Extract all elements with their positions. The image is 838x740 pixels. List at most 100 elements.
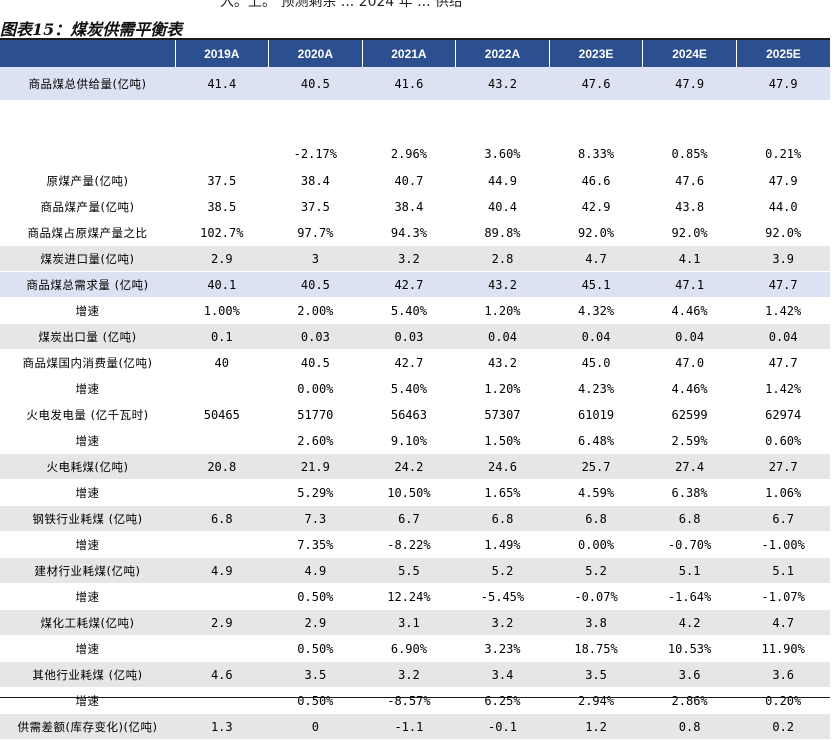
value-cell: 1.00% <box>175 297 269 324</box>
row-label: 商品煤占原煤产量之比 <box>0 219 175 246</box>
row-label: 增速 <box>0 427 175 454</box>
value-cell: 40.5 <box>268 67 363 101</box>
value-cell: 21.9 <box>268 453 363 480</box>
value-cell: 5.2 <box>549 557 643 584</box>
value-cell: 3.5 <box>268 661 363 688</box>
value-cell: 0.00% <box>268 375 363 402</box>
value-cell: -0.07% <box>549 583 643 610</box>
value-cell: 2.60% <box>268 427 363 454</box>
value-cell: 45.1 <box>549 271 643 298</box>
header-cell: 2021A <box>362 40 457 67</box>
row-label: 原煤产量(亿吨) <box>0 167 175 194</box>
row-label: 增速 <box>0 375 175 402</box>
value-cell <box>175 687 269 714</box>
row-label: 钢铁行业耗煤 (亿吨) <box>0 505 175 532</box>
value-cell: 1.20% <box>455 297 550 324</box>
value-cell: 40.5 <box>268 349 363 376</box>
value-cell: 4.9 <box>175 557 269 584</box>
value-cell: 5.1 <box>736 557 830 584</box>
value-cell: 44.9 <box>455 167 550 194</box>
title-divider <box>0 38 830 40</box>
row-label: 建材行业耗煤(亿吨) <box>0 557 175 584</box>
value-cell: 1.3 <box>175 713 269 740</box>
row-label: 煤炭出口量 (亿吨) <box>0 323 175 350</box>
value-cell: 0.04 <box>642 323 737 350</box>
table-row: 其他行业耗煤 (亿吨) 4.6 3.5 3.2 3.4 3.5 3.6 3.6 <box>0 661 830 688</box>
value-cell: -8.57% <box>362 687 456 714</box>
value-cell: 25.7 <box>549 453 643 480</box>
value-cell: 12.24% <box>362 583 456 610</box>
value-cell: 3.6 <box>736 661 830 688</box>
value-cell: 43.2 <box>455 271 550 298</box>
value-cell: 40.4 <box>455 193 550 220</box>
value-cell: 4.9 <box>268 557 363 584</box>
table-row: 增速 1.00% 2.00% 5.40% 1.20% 4.32% 4.46% 1.42% <box>0 297 830 324</box>
table-row: 增速 2.60% 9.10% 1.50% 6.48% 2.59% 0.60% <box>0 427 830 454</box>
value-cell: 57307 <box>455 401 550 428</box>
value-cell: 6.7 <box>736 505 830 532</box>
table-row: 增速 7.35% -8.22% 1.49% 0.00% -0.70% -1.00% <box>0 531 830 558</box>
value-cell: 3.8 <box>549 609 643 636</box>
value-cell: 0.04 <box>736 323 830 350</box>
value-cell: 43.2 <box>455 67 550 101</box>
value-cell: 4.2 <box>642 609 737 636</box>
row-label: 增速 <box>0 687 175 714</box>
value-cell: 0 <box>268 713 363 740</box>
value-cell: 89.8% <box>455 219 550 246</box>
value-cell: 6.8 <box>175 505 269 532</box>
value-cell: 1.65% <box>455 479 550 506</box>
value-cell: 4.23% <box>549 375 643 402</box>
value-cell: 43.8 <box>642 193 737 220</box>
value-cell <box>175 583 269 610</box>
value-cell: 6.38% <box>642 479 737 506</box>
value-cell: 47.6 <box>549 67 643 101</box>
value-cell <box>175 531 269 558</box>
value-cell: -1.1 <box>362 713 456 740</box>
row-label: 商品煤总供给量(亿吨) <box>0 67 175 101</box>
value-cell: 2.96% <box>362 100 456 168</box>
table-row: 原煤产量(亿吨) 37.5 38.4 40.7 44.9 46.6 47.6 47.9 <box>0 167 830 194</box>
table-row: 火电发电量 (亿千瓦时) 50465 51770 56463 57307 61019 625… <box>0 401 830 428</box>
row-label <box>0 100 175 168</box>
value-cell: 1.42% <box>736 375 830 402</box>
value-cell: 0.2 <box>736 713 830 740</box>
value-cell: 0.50% <box>268 687 363 714</box>
value-cell: 24.6 <box>455 453 550 480</box>
row-label: 增速 <box>0 479 175 506</box>
header-cell: 2025E <box>736 40 830 67</box>
value-cell: 47.7 <box>736 271 830 298</box>
value-cell: 5.40% <box>362 375 456 402</box>
value-cell: 47.6 <box>642 167 737 194</box>
value-cell: 0.85% <box>642 100 737 168</box>
row-label: 煤炭进口量(亿吨) <box>0 245 175 272</box>
row-label: 增速 <box>0 583 175 610</box>
value-cell: 92.0% <box>736 219 830 246</box>
value-cell: 0.60% <box>736 427 830 454</box>
value-cell: 10.50% <box>362 479 456 506</box>
value-cell: 4.46% <box>642 375 737 402</box>
value-cell: 51770 <box>268 401 363 428</box>
value-cell: 5.40% <box>362 297 456 324</box>
top-text-fragment: 入。上。 预测剩余 ... 2024 年 ... 供给 <box>220 0 464 10</box>
value-cell: 0.03 <box>268 323 363 350</box>
header-cell <box>0 40 176 67</box>
value-cell: 4.46% <box>642 297 737 324</box>
value-cell: 94.3% <box>362 219 456 246</box>
row-label: 火电发电量 (亿千瓦时) <box>0 401 175 428</box>
bottom-divider <box>0 697 830 698</box>
value-cell: 6.8 <box>642 505 737 532</box>
value-cell: 3.23% <box>455 635 550 662</box>
table-row: 钢铁行业耗煤 (亿吨) 6.8 7.3 6.7 6.8 6.8 6.8 6.7 <box>0 505 830 532</box>
value-cell: 42.7 <box>362 271 456 298</box>
value-cell: 44.0 <box>736 193 830 220</box>
value-cell: 50465 <box>175 401 269 428</box>
value-cell: -0.1 <box>455 713 550 740</box>
value-cell: 18.75% <box>549 635 643 662</box>
value-cell: 37.5 <box>175 167 269 194</box>
row-label: 增速 <box>0 531 175 558</box>
value-cell: 38.4 <box>268 167 363 194</box>
value-cell: 102.7% <box>175 219 269 246</box>
value-cell: 6.8 <box>455 505 550 532</box>
value-cell: 0.1 <box>175 323 269 350</box>
value-cell: 3.60% <box>455 100 550 168</box>
